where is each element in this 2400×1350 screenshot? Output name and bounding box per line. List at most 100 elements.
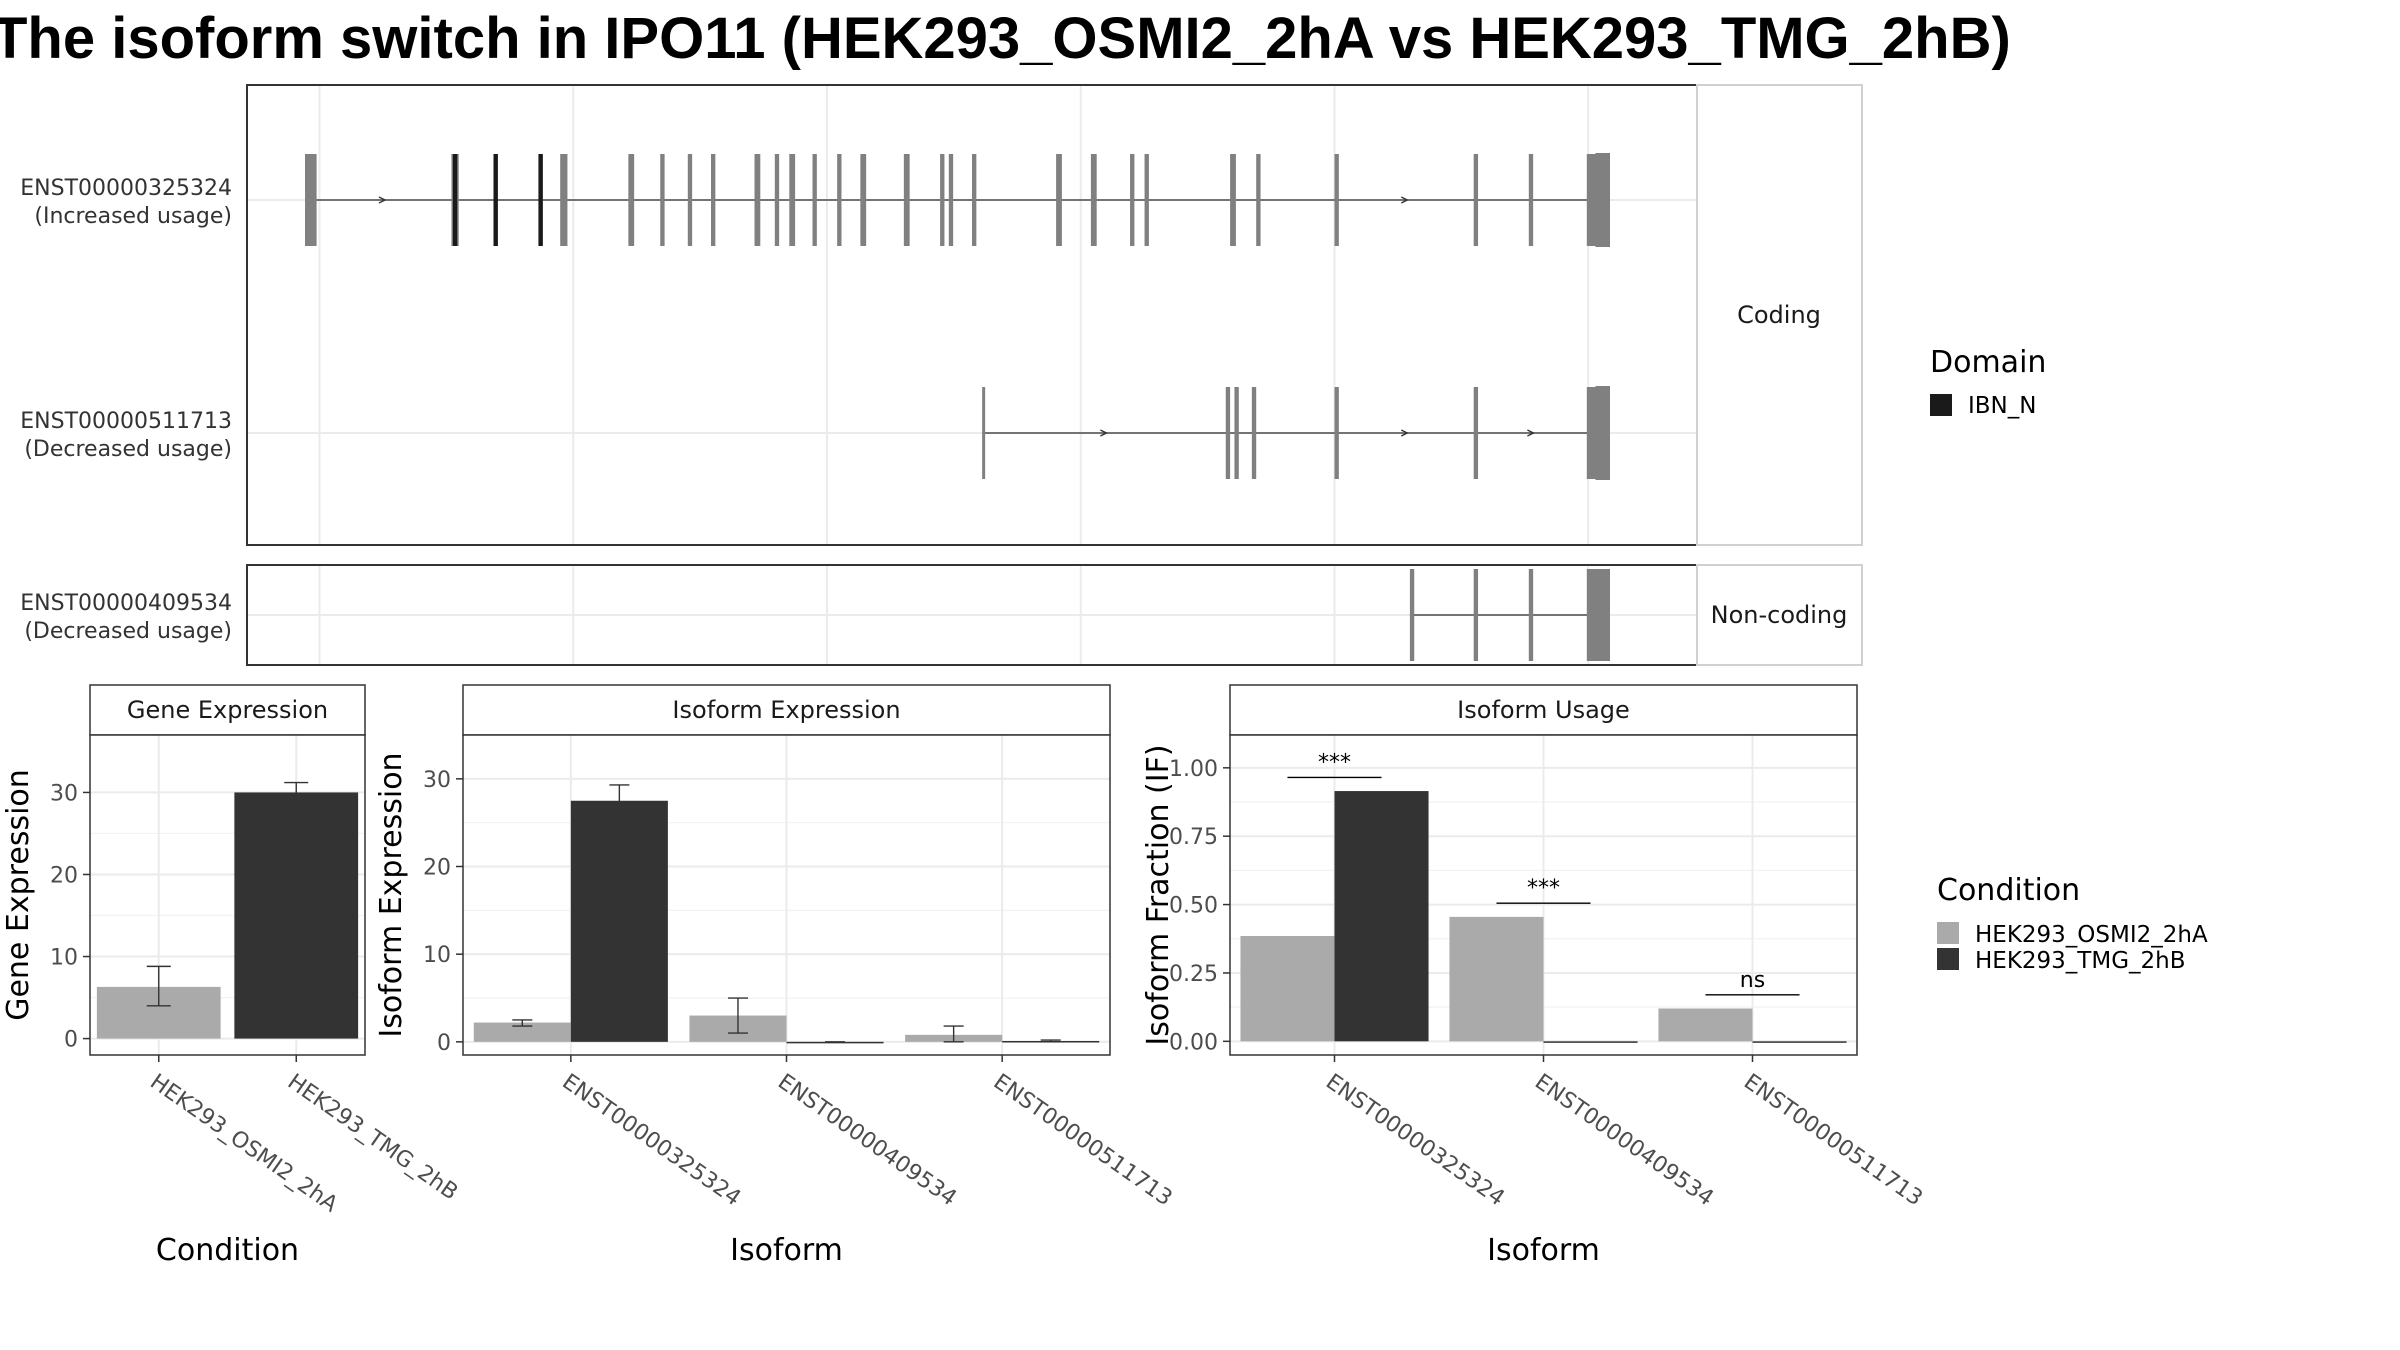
exon-block bbox=[754, 154, 761, 246]
exon-block bbox=[1586, 154, 1596, 246]
exon-block bbox=[560, 154, 568, 246]
isoform-usage-label: (Increased usage) bbox=[34, 204, 232, 229]
x-tick-label: ENST00000325324 bbox=[557, 1069, 745, 1211]
bar bbox=[234, 792, 359, 1039]
isoform-label: ENST00000325324 bbox=[20, 176, 232, 201]
condition-legend-swatch bbox=[1937, 922, 1959, 944]
exon-block bbox=[1473, 569, 1479, 661]
exon-block bbox=[860, 154, 867, 246]
condition-legend-title: Condition bbox=[1937, 873, 2080, 908]
exon-block bbox=[305, 154, 317, 246]
exon-block bbox=[1256, 154, 1261, 246]
exon-block bbox=[1251, 387, 1257, 479]
domain-legend-label: IBN_N bbox=[1968, 393, 2036, 419]
category-strip-label: Non-coding bbox=[1711, 601, 1848, 629]
bar bbox=[570, 800, 668, 1042]
condition-legend-label: HEK293_OSMI2_2hA bbox=[1975, 922, 2208, 948]
x-axis-title: Isoform bbox=[730, 1233, 843, 1268]
exon-block bbox=[972, 154, 977, 246]
bar bbox=[786, 1041, 884, 1044]
exon-block bbox=[1473, 387, 1479, 479]
bar bbox=[1752, 1041, 1847, 1043]
domain-exon-block bbox=[452, 154, 458, 246]
exon-block bbox=[1334, 387, 1339, 479]
exon-block bbox=[982, 387, 986, 479]
significance-label: ns bbox=[1740, 968, 1765, 993]
y-tick-label: 30 bbox=[50, 781, 78, 806]
exon-block bbox=[1234, 387, 1239, 479]
exon-block bbox=[903, 154, 910, 246]
utr-block bbox=[1595, 153, 1610, 247]
y-tick-label: 0.75 bbox=[1169, 825, 1218, 850]
category-strip bbox=[1696, 564, 1863, 666]
exon-block bbox=[1230, 154, 1236, 246]
panel-strip-title: Isoform Usage bbox=[1457, 696, 1630, 724]
x-tick-label: ENST00000325324 bbox=[1321, 1069, 1509, 1211]
isoform-usage-label: (Decreased usage) bbox=[24, 619, 232, 644]
exon-block bbox=[711, 154, 716, 246]
bar bbox=[1240, 936, 1335, 1042]
y-axis-title: Isoform Expression bbox=[374, 752, 409, 1037]
exon-block bbox=[1056, 154, 1062, 246]
panel-strip bbox=[89, 684, 366, 736]
exon-block bbox=[1225, 387, 1231, 479]
isoform-usage-label: (Decreased usage) bbox=[24, 437, 232, 462]
bar bbox=[473, 1022, 571, 1042]
exon-block bbox=[1473, 154, 1479, 246]
panel-strip-title: Isoform Expression bbox=[672, 696, 900, 724]
bar bbox=[1658, 1008, 1753, 1042]
domain-exon-block bbox=[493, 154, 498, 246]
domain-legend-swatch bbox=[1930, 394, 1952, 416]
y-axis-title: Gene Expression bbox=[1, 769, 36, 1021]
exon-block bbox=[940, 154, 945, 246]
y-tick-label: 20 bbox=[50, 863, 78, 888]
y-axis-title: Isoform Fraction (IF) bbox=[1141, 744, 1176, 1045]
exon-block bbox=[1130, 154, 1135, 246]
exon-block bbox=[1586, 387, 1596, 479]
y-tick-label: 1.00 bbox=[1169, 757, 1218, 782]
isoform-label: ENST00000511713 bbox=[20, 409, 232, 434]
intron-direction-arrow bbox=[1527, 429, 1535, 437]
intron-direction-arrow bbox=[1100, 429, 1108, 437]
intron-direction-arrow bbox=[1400, 429, 1409, 437]
exon-block bbox=[774, 154, 780, 246]
exon-block bbox=[1528, 569, 1534, 661]
isoform-label: ENST00000409534 bbox=[20, 591, 232, 616]
condition-legend-swatch bbox=[1937, 948, 1959, 970]
category-strip bbox=[1696, 84, 1863, 546]
panel-border bbox=[89, 734, 366, 1056]
x-tick-label: ENST00000511713 bbox=[1739, 1069, 1927, 1211]
bar bbox=[1543, 1041, 1638, 1043]
y-tick-label: 30 bbox=[423, 768, 451, 793]
bar bbox=[1449, 916, 1544, 1042]
y-tick-label: 0.00 bbox=[1169, 1030, 1218, 1055]
exon-block bbox=[660, 154, 665, 246]
intron-direction-arrow bbox=[1400, 196, 1409, 204]
exon-block bbox=[789, 154, 796, 246]
exon-block bbox=[1334, 154, 1339, 246]
x-tick-label: ENST00000409534 bbox=[1530, 1069, 1718, 1211]
exon-block bbox=[948, 154, 954, 246]
x-tick-label: ENST00000511713 bbox=[989, 1069, 1177, 1211]
condition-legend-label: HEK293_TMG_2hB bbox=[1975, 948, 2186, 974]
exon-block bbox=[1528, 154, 1534, 246]
utr-block bbox=[1595, 386, 1610, 480]
figure-title: The isoform switch in IPO11 (HEK293_OSMI… bbox=[0, 6, 2011, 71]
significance-label: *** bbox=[1527, 876, 1560, 901]
exon-block bbox=[812, 154, 817, 246]
bar bbox=[1334, 791, 1429, 1042]
y-tick-label: 10 bbox=[50, 946, 78, 971]
significance-label: *** bbox=[1318, 750, 1351, 775]
x-axis-title: Condition bbox=[156, 1233, 299, 1268]
exon-block bbox=[1586, 569, 1610, 661]
exon-block bbox=[1144, 154, 1149, 246]
domain-exon-block bbox=[538, 154, 543, 246]
x-axis-title: Isoform bbox=[1487, 1233, 1600, 1268]
intron-direction-arrow bbox=[378, 196, 387, 204]
y-tick-label: 0 bbox=[64, 1028, 78, 1053]
panel-strip-title: Gene Expression bbox=[127, 696, 328, 724]
x-tick-label: ENST00000409534 bbox=[773, 1069, 961, 1211]
domain-legend-title: Domain bbox=[1930, 345, 2046, 380]
